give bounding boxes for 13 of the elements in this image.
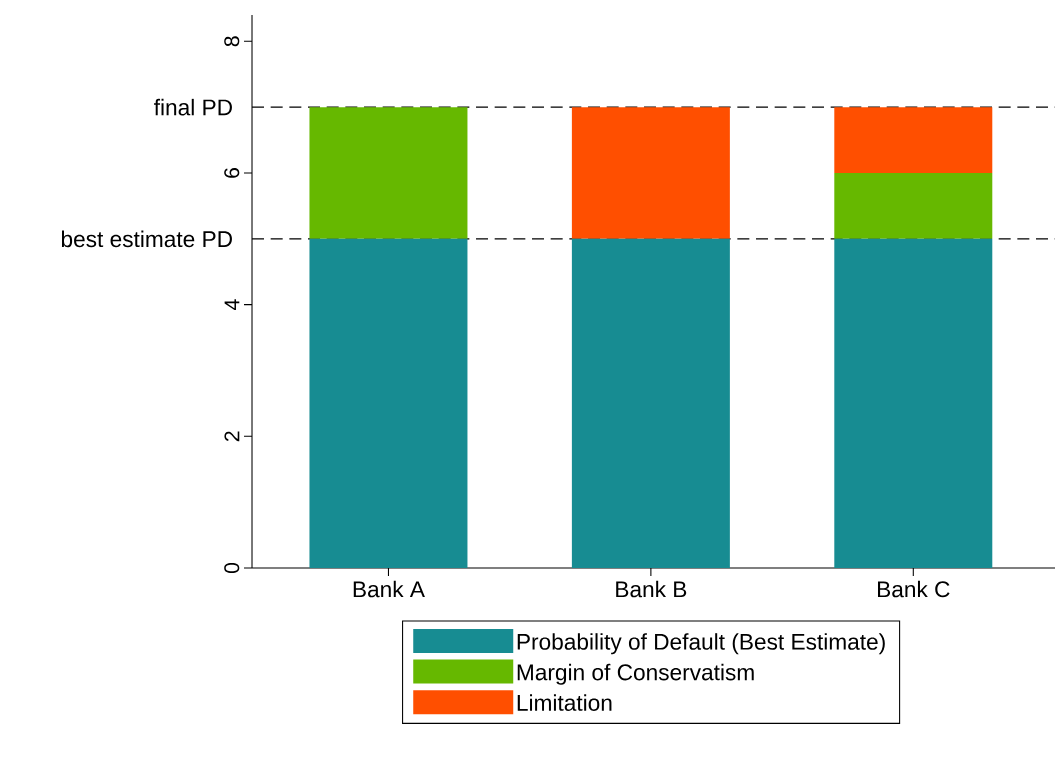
legend-label: Margin of Conservatism [517,663,754,685]
x-tick-label: Bank A [353,580,425,598]
y-tick-label: 0 [224,562,240,574]
legend-label: Limitation [517,694,612,711]
x-tick-label: Bank B [616,580,687,598]
y-tick-label: 6 [224,168,240,178]
y-tick-label: 8 [224,36,240,47]
ref-line-label: final PD [154,98,232,116]
legend-label: Probability of Default (Best Estimate) [517,633,885,655]
x-tick-label: Bank C [877,580,950,598]
ref-line-label: best estimate PD [61,230,232,248]
y-tick-label: 4 [224,299,240,311]
y-tick-label: 2 [224,431,240,442]
